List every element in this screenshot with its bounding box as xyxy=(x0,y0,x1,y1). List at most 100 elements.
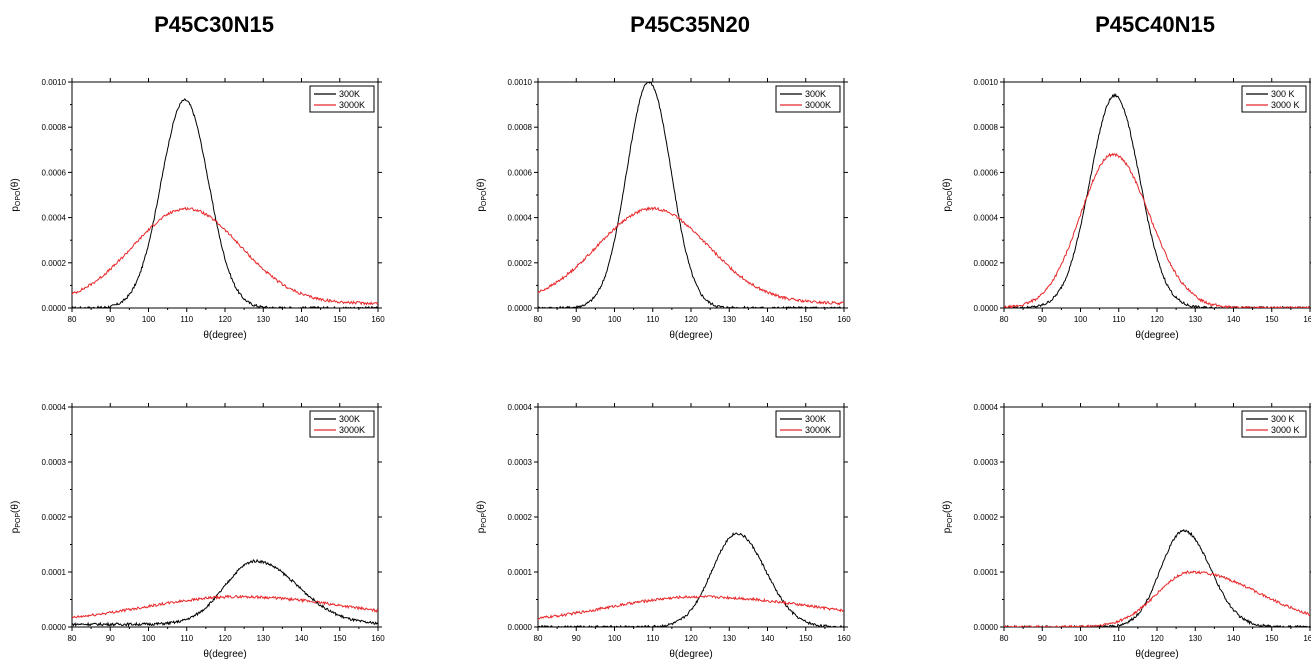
legend-box xyxy=(1241,85,1307,113)
legend-label: 3000 K xyxy=(1271,100,1300,110)
x-tick-label: 140 xyxy=(761,315,775,324)
x-tick-label: 90 xyxy=(106,634,115,643)
y-tick-label: 0.0002 xyxy=(42,259,67,268)
x-axis-label: θ(degree) xyxy=(1135,649,1178,660)
y-tick-label: 0.0001 xyxy=(508,568,533,577)
series-line-high-temp xyxy=(1004,152,1310,308)
x-tick-label: 140 xyxy=(1227,634,1241,643)
x-tick-label: 100 xyxy=(1074,315,1088,324)
x-tick-label: 140 xyxy=(1227,315,1241,324)
plot-frame xyxy=(71,81,379,309)
y-tick-label: 0.0006 xyxy=(508,168,533,177)
y-label-main: p xyxy=(476,206,487,212)
y-label-main: p xyxy=(10,206,21,212)
y-tick-label: 0.0001 xyxy=(42,568,67,577)
x-tick-label: 80 xyxy=(534,634,543,643)
y-axis-label: pOPO(θ) xyxy=(10,178,22,211)
x-tick-label: 80 xyxy=(1000,634,1009,643)
x-tick-label: 150 xyxy=(1265,315,1279,324)
column-title-3: P45C40N15 xyxy=(1095,12,1215,37)
series-line-low-temp xyxy=(72,558,378,627)
y-tick-label: 0.0006 xyxy=(974,168,999,177)
x-tick-label: 150 xyxy=(799,634,813,643)
x-tick-label: 120 xyxy=(684,315,698,324)
series-line-low-temp xyxy=(538,82,844,308)
x-tick-label: 160 xyxy=(837,634,851,643)
x-tick-label: 130 xyxy=(257,634,271,643)
y-tick-label: 0.0010 xyxy=(508,78,533,87)
y-label-tail: (θ) xyxy=(476,501,487,513)
y-label-sub: OPO xyxy=(481,190,488,206)
x-tick-label: 80 xyxy=(1000,315,1009,324)
y-label-tail: (θ) xyxy=(942,178,953,190)
y-label-tail: (θ) xyxy=(10,178,21,190)
plot-frame xyxy=(537,406,845,628)
series-line-low-temp xyxy=(538,531,844,627)
series-line-low-temp xyxy=(72,98,378,308)
chart-opo-p45c40n15: 80 90 100 110 120 130 140 150 160 0.0000 0.0002 0.0… xyxy=(942,78,1311,341)
series-line-high-temp xyxy=(72,206,378,306)
y-label-main: p xyxy=(10,527,21,533)
y-tick-label: 0.0002 xyxy=(974,513,999,522)
chart-pop-p45c40n15: 80 90 100 110 120 130 140 150 160 0.0000 0.0001 0.0… xyxy=(942,403,1311,660)
y-tick-label: 0.0000 xyxy=(42,304,67,313)
x-tick-label: 160 xyxy=(371,634,385,643)
x-tick-label: 120 xyxy=(1150,315,1164,324)
chart-opo-p45c35n20: 80 90 100 110 120 130 140 150 160 0.0000 0.0002 0.0… xyxy=(476,78,851,341)
y-label-main: p xyxy=(476,527,487,533)
legend-label: 300 K xyxy=(1271,414,1295,424)
y-tick-label: 0.0010 xyxy=(42,78,67,87)
x-tick-label: 90 xyxy=(572,315,581,324)
legend-box xyxy=(1241,410,1307,438)
y-tick-label: 0.0002 xyxy=(974,259,999,268)
y-tick-label: 0.0000 xyxy=(974,304,999,313)
x-tick-label: 160 xyxy=(371,315,385,324)
x-tick-label: 120 xyxy=(684,634,698,643)
y-tick-label: 0.0004 xyxy=(974,403,999,412)
y-tick-label: 0.0006 xyxy=(42,168,67,177)
y-label-sub: OPO xyxy=(947,190,954,206)
y-tick-label: 0.0001 xyxy=(974,568,999,577)
x-tick-label: 100 xyxy=(608,634,622,643)
legend-label: 300K xyxy=(805,414,826,424)
legend-box xyxy=(309,85,375,113)
x-tick-label: 140 xyxy=(761,634,775,643)
x-tick-label: 110 xyxy=(646,634,659,643)
plot-frame xyxy=(71,406,379,628)
y-label-tail: (θ) xyxy=(476,178,487,190)
y-axis-label: pOPO(θ) xyxy=(942,178,954,211)
y-label-sub: OPO xyxy=(15,190,22,206)
y-tick-label: 0.0004 xyxy=(508,403,533,412)
y-tick-label: 0.0004 xyxy=(42,214,67,223)
x-tick-label: 150 xyxy=(333,634,347,643)
y-tick-label: 0.0000 xyxy=(508,304,533,313)
x-tick-label: 80 xyxy=(68,315,77,324)
y-axis-label: pPOP(θ) xyxy=(476,501,488,534)
y-tick-label: 0.0004 xyxy=(974,214,999,223)
y-label-sub: POP xyxy=(15,513,22,528)
x-tick-label: 100 xyxy=(1074,634,1088,643)
x-tick-label: 110 xyxy=(180,315,193,324)
column-title-1: P45C30N15 xyxy=(154,12,274,37)
legend-label: 300K xyxy=(339,89,360,99)
plot-frame xyxy=(1003,81,1311,309)
y-tick-label: 0.0003 xyxy=(508,458,533,467)
y-tick-label: 0.0002 xyxy=(508,513,533,522)
chart-pop-p45c35n20: 80 90 100 110 120 130 140 150 160 0.0000 0.0001 0.0… xyxy=(476,403,851,660)
legend-box xyxy=(775,410,841,438)
plot-frame xyxy=(537,81,845,309)
x-tick-label: 110 xyxy=(1112,634,1125,643)
x-tick-label: 160 xyxy=(1303,315,1311,324)
series-line-high-temp xyxy=(72,594,378,619)
legend-box xyxy=(775,85,841,113)
x-axis-label: θ(degree) xyxy=(669,330,712,341)
x-tick-label: 90 xyxy=(1038,315,1047,324)
x-tick-label: 90 xyxy=(572,634,581,643)
y-tick-label: 0.0010 xyxy=(974,78,999,87)
y-tick-label: 0.0000 xyxy=(508,623,533,632)
x-tick-label: 100 xyxy=(608,315,622,324)
